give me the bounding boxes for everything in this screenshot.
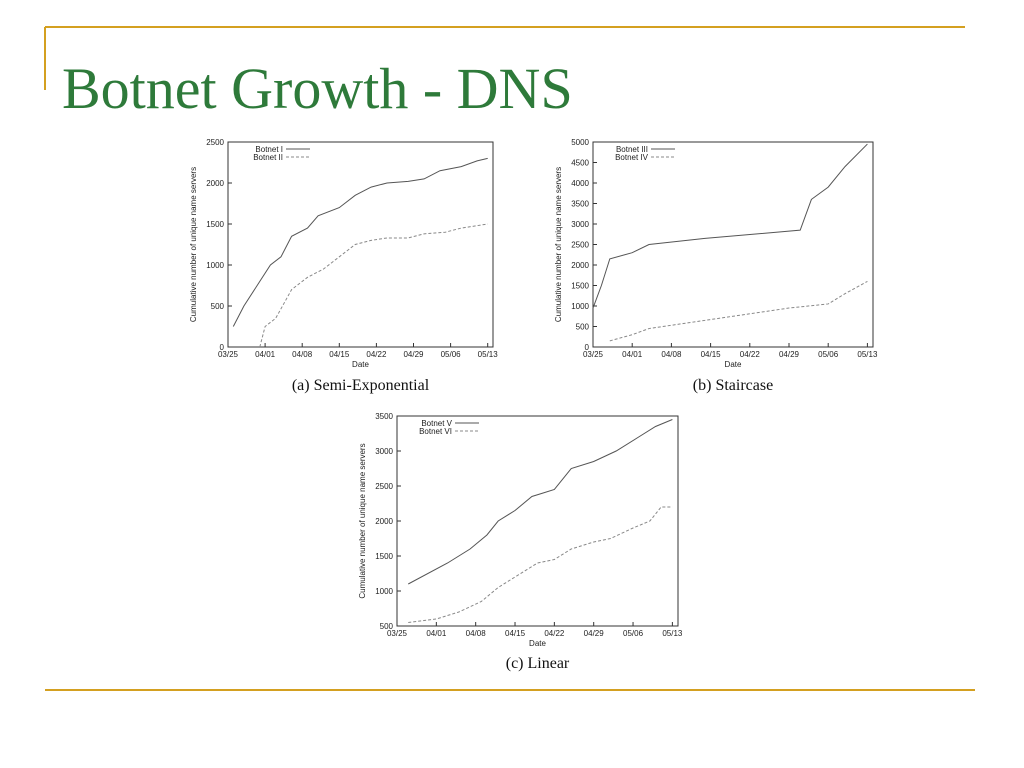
y-tick-label: 5000 [571,138,589,147]
chart-caption: (c) Linear [506,655,570,672]
y-tick-label: 4500 [571,159,589,168]
x-tick-label: 05/13 [662,629,683,638]
y-tick-label: 3500 [375,412,393,421]
y-tick-label: 0 [220,343,225,352]
x-tick-label: 04/15 [329,350,350,359]
slide-title: Botnet Growth - DNS [62,56,573,121]
x-tick-label: 04/15 [701,350,722,359]
x-axis-label: Date [725,360,742,369]
y-tick-label: 2000 [375,517,393,526]
x-tick-label: 04/29 [403,350,424,359]
y-tick-label: 500 [211,302,225,311]
series-line [232,157,488,327]
legend-label: Botnet IV [615,153,649,162]
series-line [259,223,488,348]
legend-label: Botnet V [421,419,452,428]
y-tick-label: 2500 [571,241,589,250]
x-tick-label: 04/08 [661,350,682,359]
y-axis-label: Cumulative number of unique name servers [554,167,563,322]
x-tick-label: 03/25 [583,350,604,359]
x-tick-label: 04/22 [366,350,387,359]
legend-label: Botnet II [253,153,283,162]
x-tick-label: 04/22 [740,350,761,359]
y-tick-label: 2000 [206,179,224,188]
plot-frame [227,141,494,348]
series-line [408,419,673,585]
y-tick-label: 500 [380,622,394,631]
legend-label: Botnet III [616,145,648,154]
x-tick-label: 05/06 [441,350,462,359]
y-tick-label: 3500 [571,200,589,209]
y-tick-label: 1000 [206,261,224,270]
series-line [592,143,868,309]
x-tick-label: 04/29 [779,350,800,359]
chart-caption: (b) Staircase [693,377,773,394]
y-tick-label: 500 [576,323,590,332]
y-tick-label: 2000 [571,261,589,270]
plot-frame [396,415,679,627]
y-tick-label: 1000 [571,302,589,311]
y-tick-label: 1500 [206,220,224,229]
y-tick-label: 3000 [571,220,589,229]
y-axis-label: Cumulative number of unique name servers [358,443,367,598]
y-tick-label: 1000 [375,587,393,596]
y-tick-label: 4000 [571,179,589,188]
x-tick-label: 04/15 [505,629,526,638]
x-tick-label: 05/06 [818,350,839,359]
y-tick-label: 1500 [571,282,589,291]
legend-label: Botnet VI [419,427,452,436]
x-tick-label: 03/25 [218,350,239,359]
y-tick-label: 2500 [206,138,224,147]
x-tick-label: 05/06 [623,629,644,638]
x-tick-label: 04/08 [466,629,487,638]
x-tick-label: 05/13 [857,350,878,359]
x-tick-label: 04/29 [584,629,605,638]
series-line [609,280,868,342]
y-tick-label: 1500 [375,552,393,561]
y-axis-label: Cumulative number of unique name servers [189,167,198,322]
x-axis-label: Date [352,360,369,369]
y-tick-label: 2500 [375,482,393,491]
x-tick-label: 05/13 [478,350,499,359]
x-tick-label: 04/08 [292,350,313,359]
series-line [408,506,673,623]
x-tick-label: 04/01 [622,350,643,359]
y-tick-label: 0 [585,343,590,352]
chart-caption: (a) Semi-Exponential [292,377,430,394]
x-tick-label: 03/25 [387,629,408,638]
x-tick-label: 04/22 [544,629,565,638]
y-tick-label: 3000 [375,447,393,456]
x-axis-label: Date [529,639,546,648]
x-tick-label: 04/01 [255,350,276,359]
x-tick-label: 04/01 [426,629,447,638]
legend-label: Botnet I [255,145,283,154]
